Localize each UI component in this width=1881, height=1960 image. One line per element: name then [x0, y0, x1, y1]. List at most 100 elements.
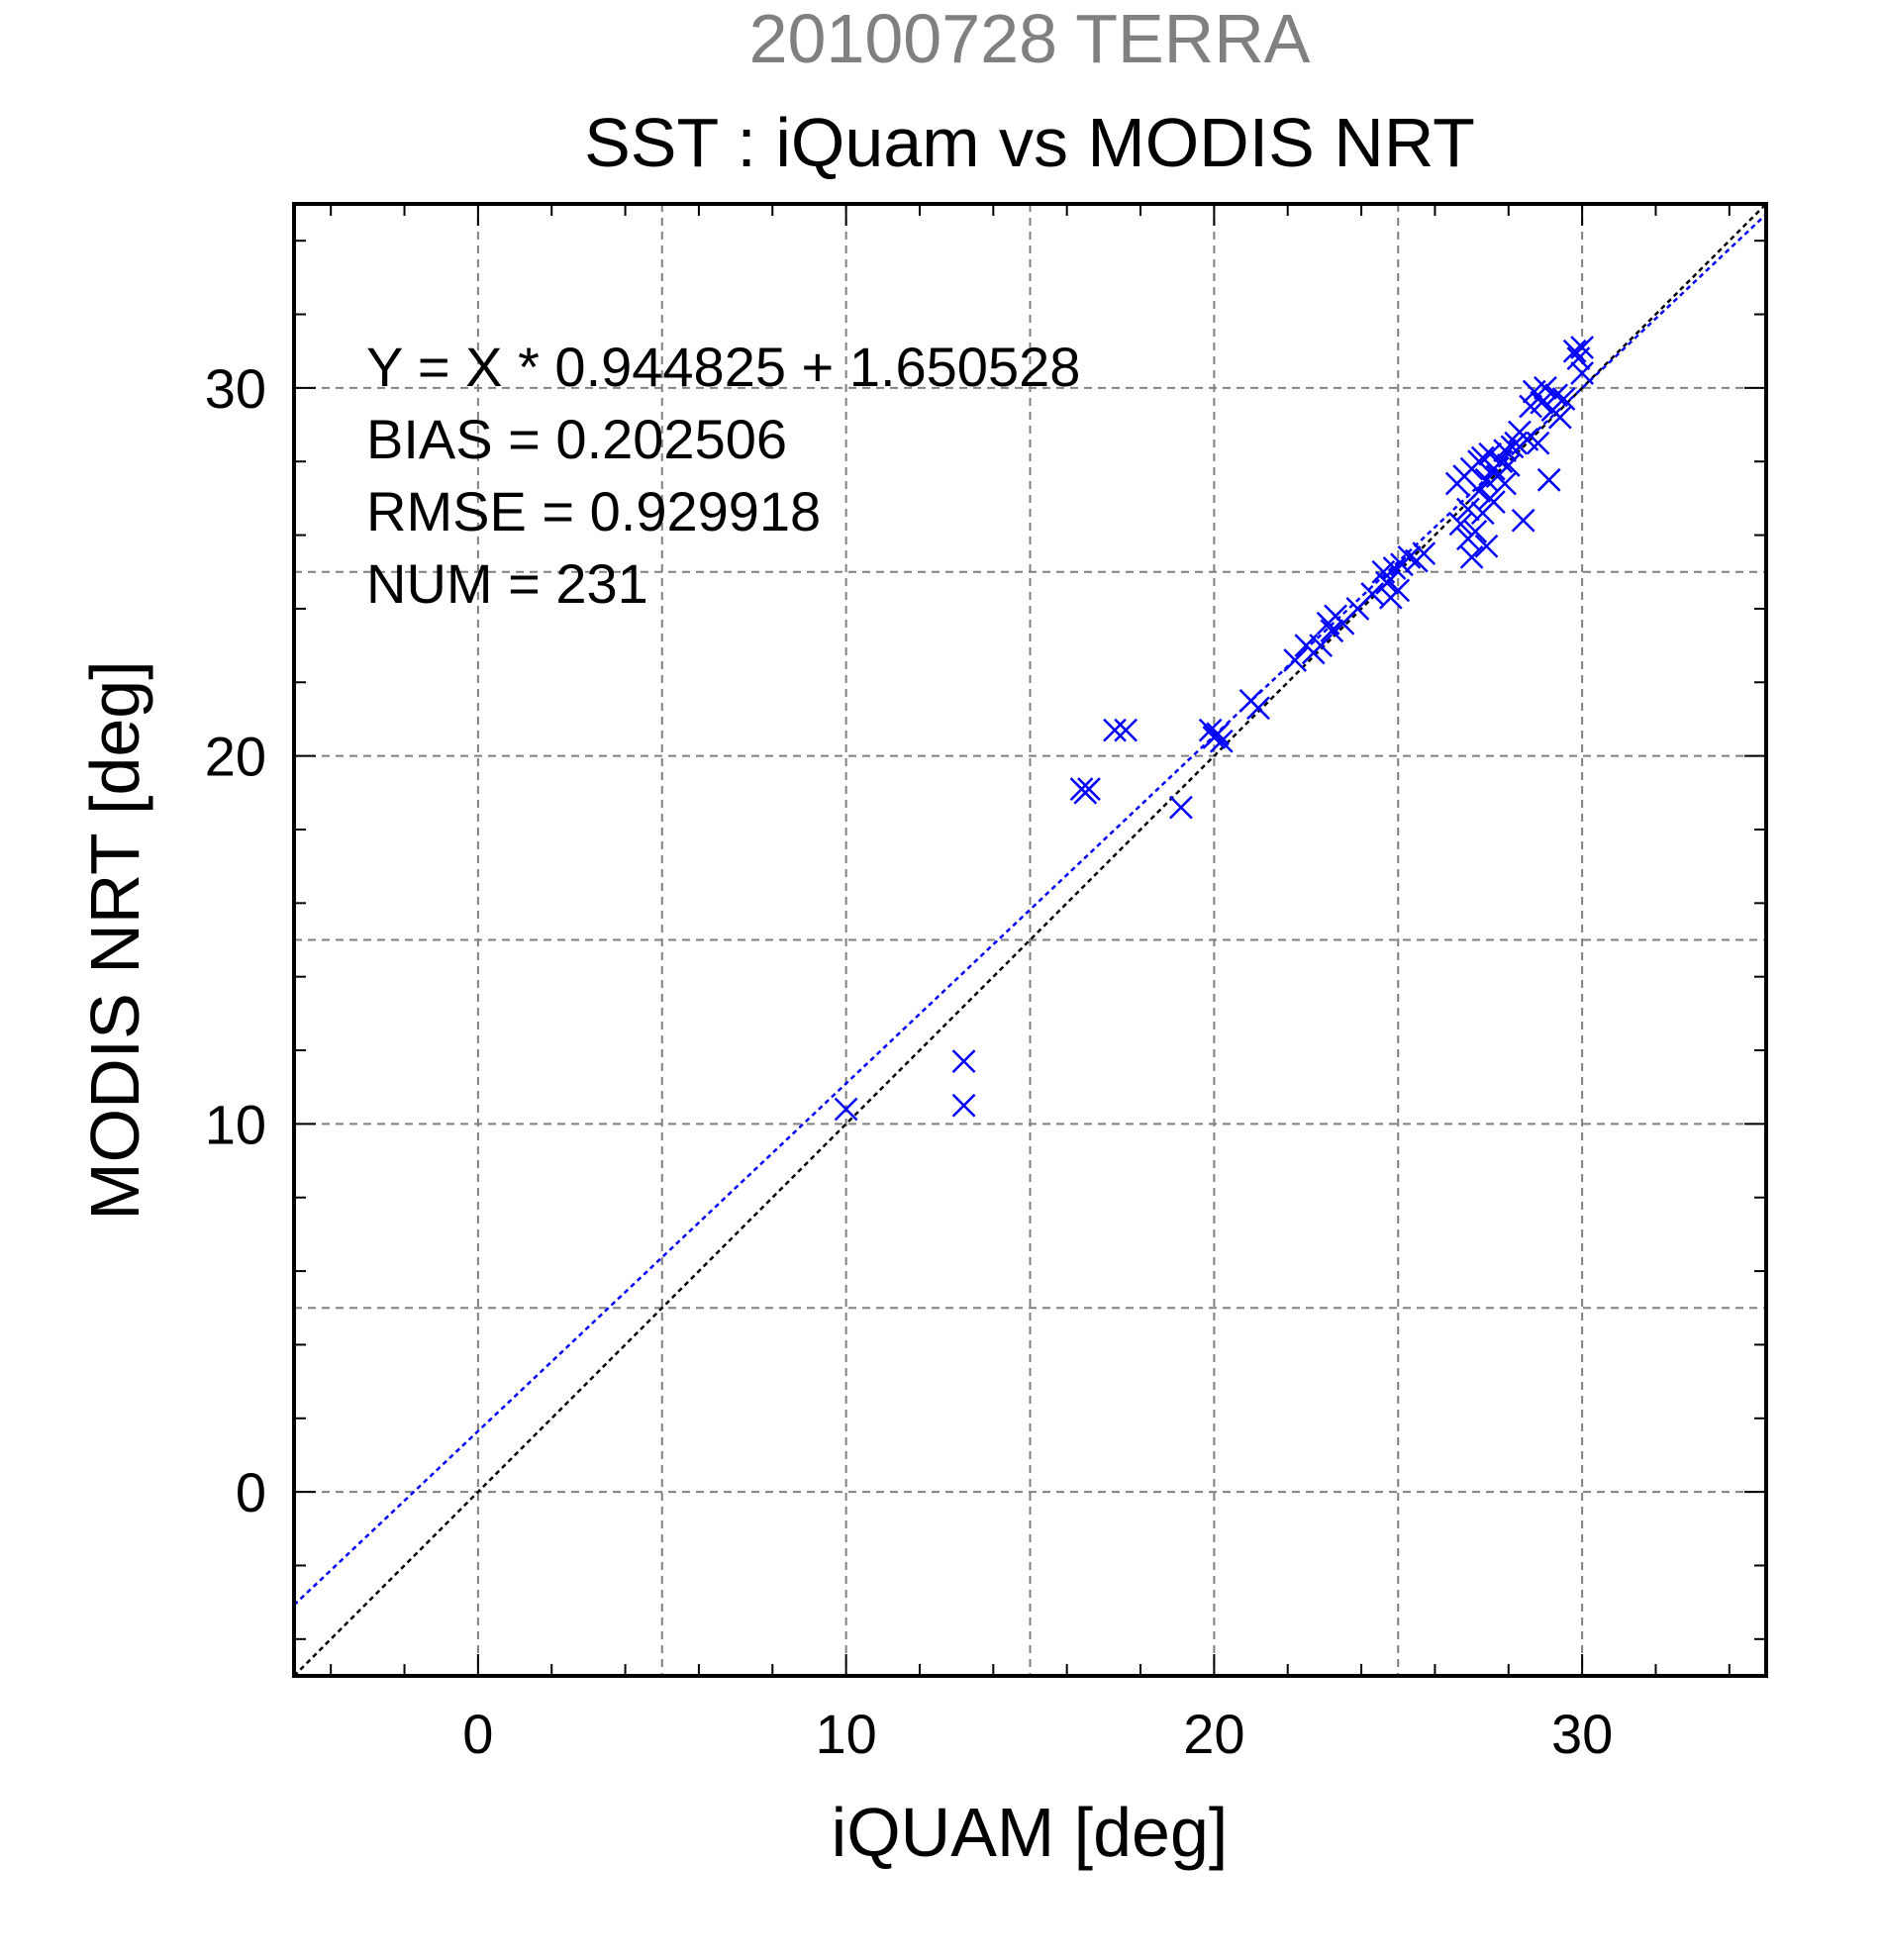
data-point: [1478, 441, 1503, 466]
data-point: [834, 1097, 858, 1122]
data-point: [1493, 439, 1517, 462]
data-point-stroke: [1073, 780, 1098, 805]
data-point-stroke: [1496, 453, 1521, 477]
stats-annotations: Y = X * 0.944825 + 1.650528 BIAS = 0.202…: [366, 336, 1080, 615]
data-point-stroke: [1534, 375, 1557, 400]
data-point-stroke: [1455, 497, 1480, 522]
data-point-stroke: [1570, 336, 1595, 359]
x-tick-label: 10: [815, 1703, 876, 1765]
data-point-stroke: [1169, 795, 1193, 820]
data-point-stroke: [1114, 718, 1138, 742]
data-point: [1320, 619, 1344, 643]
data-point: [1536, 467, 1561, 492]
data-point: [951, 1093, 976, 1118]
num-annotation: NUM = 231: [366, 552, 648, 615]
data-point: [1448, 512, 1473, 537]
data-point: [1511, 508, 1535, 533]
y-tick-label: 20: [205, 726, 266, 788]
data-point-stroke: [1470, 445, 1495, 470]
data-point-stroke: [951, 1049, 976, 1074]
data-point-stroke: [1493, 439, 1517, 462]
data-point: [1463, 519, 1488, 543]
data-point: [1283, 648, 1308, 672]
data-point: [1246, 696, 1270, 721]
data-point: [1206, 722, 1230, 746]
grid: [294, 204, 1766, 1676]
rmse-annotation: RMSE = 0.929918: [366, 480, 821, 542]
data-point-stroke: [1320, 619, 1344, 643]
y-tick-label: 0: [236, 1461, 266, 1523]
data-point: [1412, 541, 1436, 566]
x-tick-label: 0: [462, 1703, 493, 1765]
x-tick-label: 30: [1551, 1703, 1613, 1765]
data-point: [1397, 544, 1422, 569]
data-point-stroke: [1467, 479, 1491, 503]
data-point-stroke: [1206, 722, 1230, 746]
data-point: [1570, 361, 1595, 385]
data-point-stroke: [1386, 578, 1411, 603]
data-point: [1493, 471, 1517, 496]
data-point-stroke: [834, 1097, 858, 1122]
data-point-stroke: [1547, 405, 1572, 430]
data-point-stroke: [1360, 582, 1385, 606]
data-point: [1551, 387, 1576, 411]
fit-equation-annotation: Y = X * 0.944825 + 1.650528: [366, 336, 1080, 398]
data-point: [1382, 556, 1407, 580]
bias-annotation: BIAS = 0.202506: [366, 408, 787, 470]
data-point-stroke: [1478, 441, 1503, 466]
data-point-stroke: [1198, 718, 1223, 742]
data-point-stroke: [1530, 390, 1554, 415]
data-point: [1482, 490, 1506, 515]
data-point: [951, 1049, 976, 1074]
y-tick-label: 10: [205, 1093, 266, 1155]
data-points: [834, 336, 1595, 1122]
y-axis-label: MODIS NRT [deg]: [76, 660, 153, 1220]
data-point-stroke: [1283, 648, 1308, 672]
data-point-stroke: [1526, 431, 1550, 455]
data-point-stroke: [1459, 544, 1484, 569]
data-point-stroke: [1103, 718, 1127, 742]
data-point-stroke: [1493, 471, 1517, 496]
data-point-stroke: [1536, 467, 1561, 492]
data-point: [1103, 718, 1127, 742]
data-point-stroke: [1448, 512, 1473, 537]
data-point-stroke: [1570, 361, 1595, 385]
plot-frame: [292, 202, 1768, 1678]
data-point-stroke: [1382, 556, 1407, 580]
data-point: [1455, 497, 1480, 522]
data-point: [1459, 544, 1484, 569]
data-point-stroke: [1551, 387, 1576, 411]
data-point-stroke: [951, 1093, 976, 1118]
data-point: [1386, 578, 1411, 603]
data-point-stroke: [1397, 544, 1422, 569]
chart-title: SST : iQuam vs MODIS NRT: [584, 104, 1475, 181]
data-point-stroke: [1515, 428, 1539, 451]
data-point-stroke: [1246, 696, 1270, 721]
data-point-stroke: [1209, 729, 1234, 753]
data-point-stroke: [1482, 490, 1506, 515]
y-tick-label: 30: [205, 357, 266, 420]
data-point: [1544, 383, 1568, 408]
data-point: [1534, 375, 1557, 400]
data-point-stroke: [1375, 571, 1399, 595]
data-point: [1496, 453, 1521, 477]
data-point: [1562, 339, 1587, 363]
data-point: [1360, 582, 1385, 606]
data-point: [1073, 780, 1098, 805]
data-point: [1114, 718, 1138, 742]
data-point: [1467, 479, 1491, 503]
data-point: [1209, 729, 1234, 753]
chart-supertitle: 20100728 TERRA: [749, 0, 1311, 77]
data-point: [1547, 405, 1572, 430]
data-point: [1474, 534, 1499, 558]
data-point-stroke: [1562, 339, 1587, 363]
data-point-stroke: [1544, 383, 1568, 408]
data-point: [1169, 795, 1193, 820]
x-tick-label: 20: [1183, 1703, 1244, 1765]
data-point-stroke: [1511, 508, 1535, 533]
data-point-stroke: [1474, 534, 1499, 558]
tick-labels: 0 10 20 30 0 10 20 30: [205, 357, 1614, 1765]
data-point: [1375, 571, 1399, 595]
data-point: [1309, 634, 1334, 657]
